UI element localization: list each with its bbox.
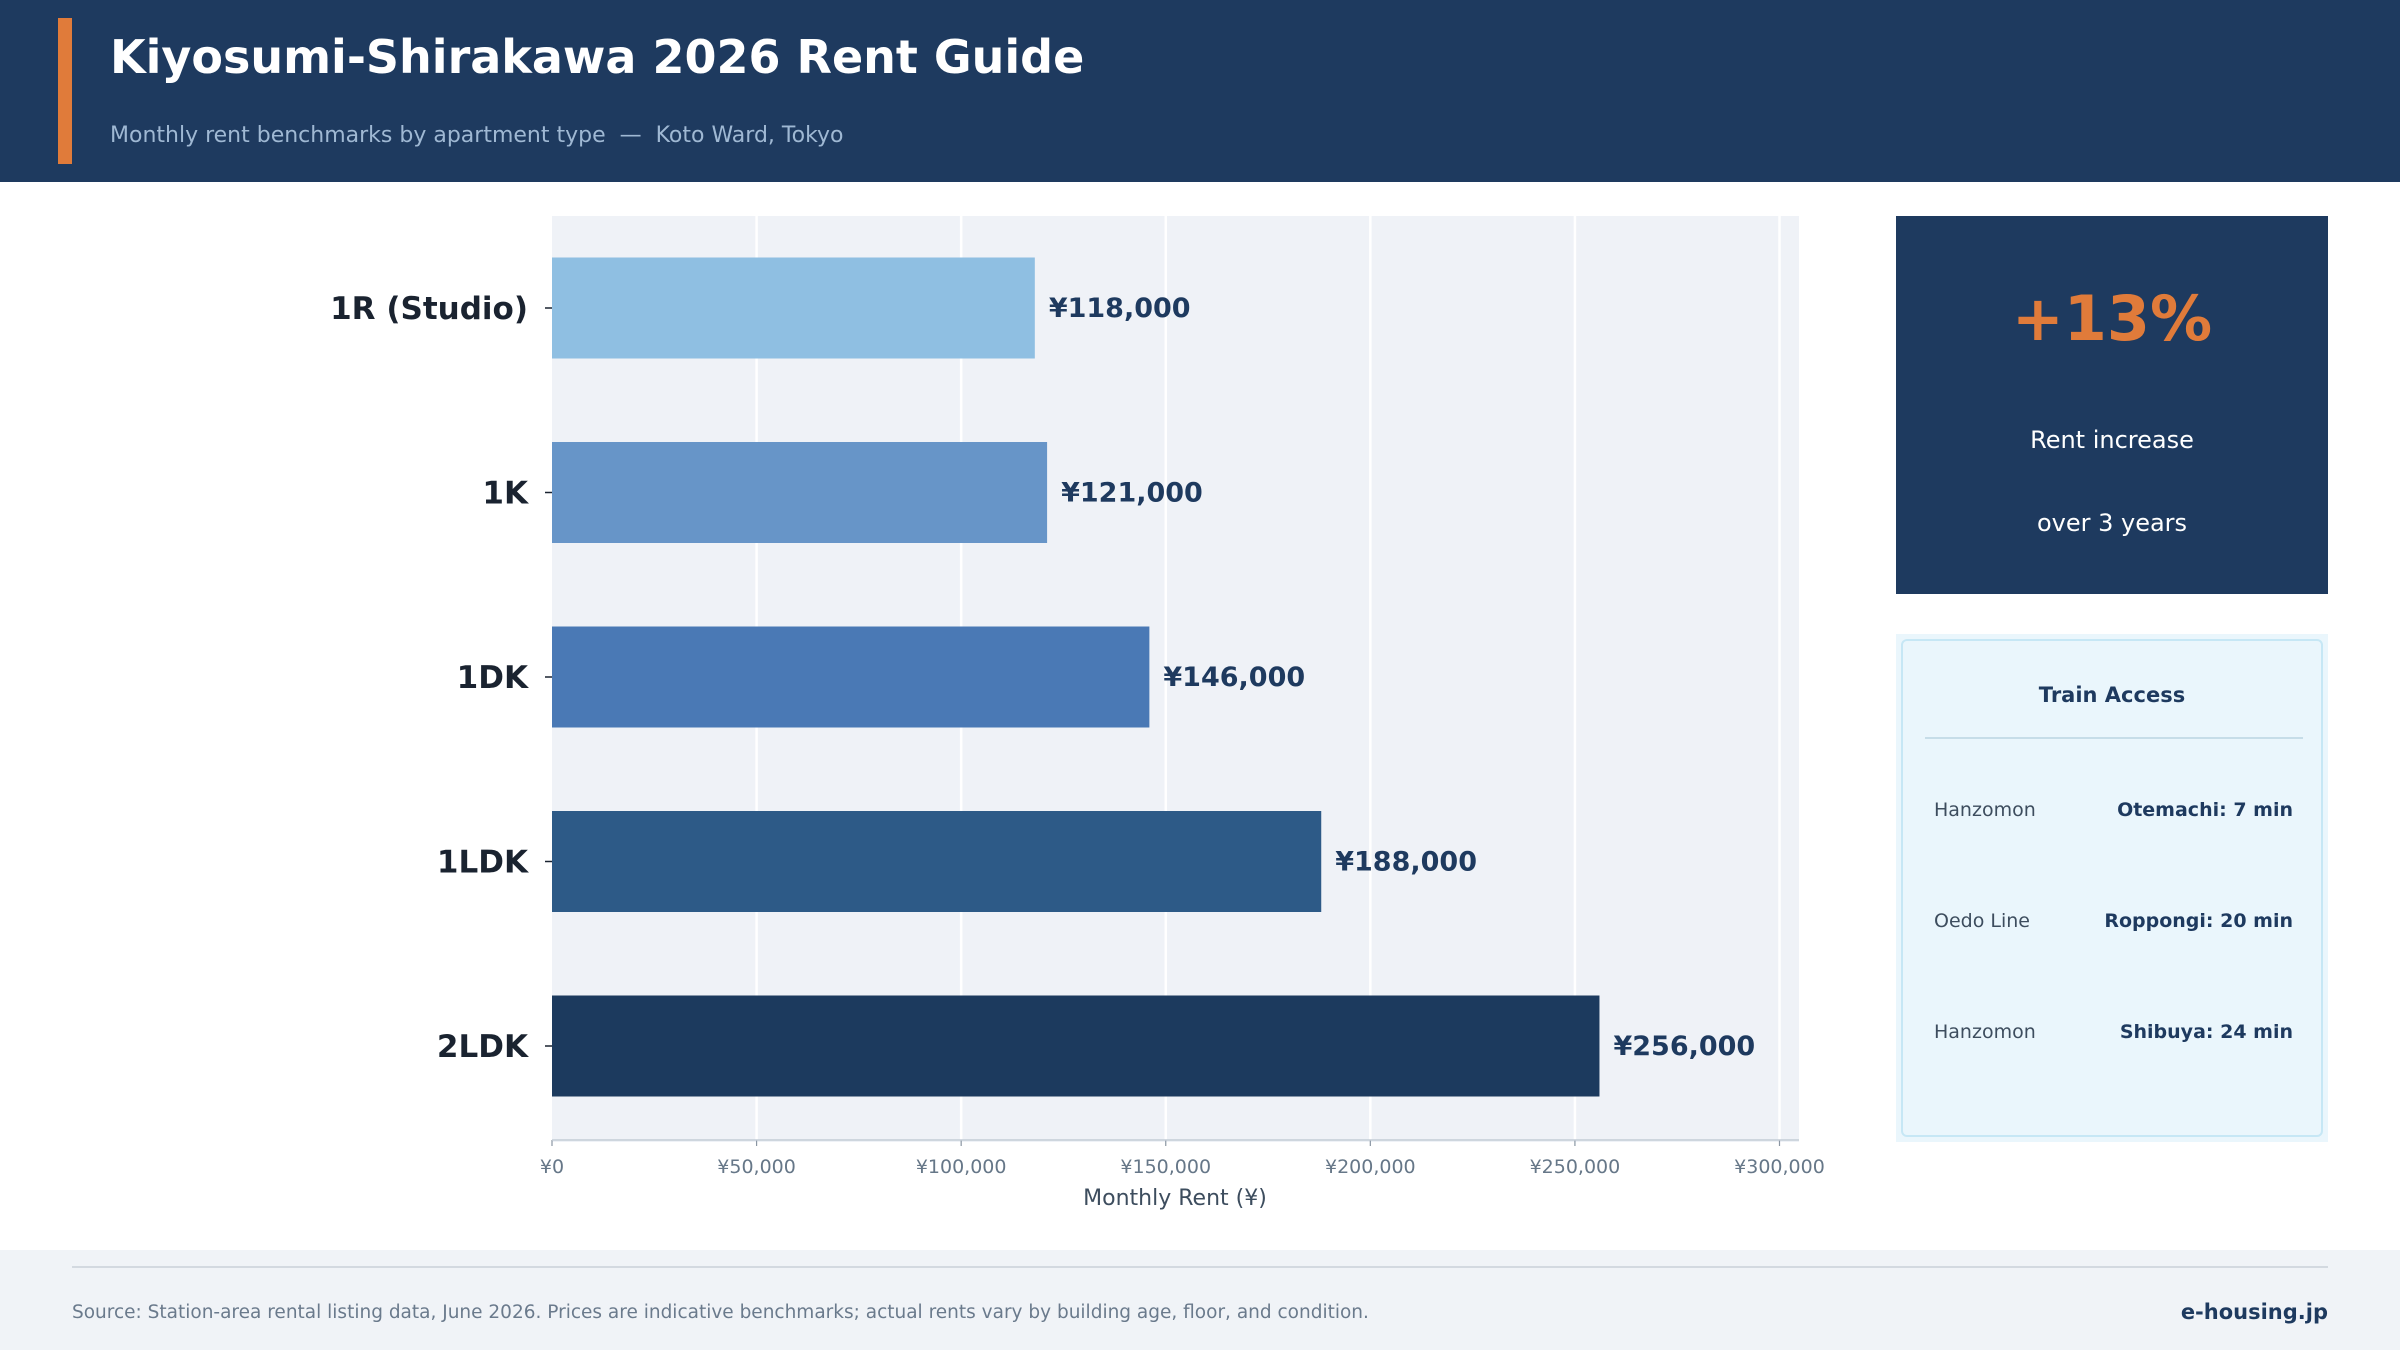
page-subtitle: Monthly rent benchmarks by apartment typ… bbox=[110, 123, 844, 148]
x-tick-label: ¥200,000 bbox=[1325, 1156, 1416, 1178]
train-access-title: Train Access bbox=[2038, 683, 2186, 707]
x-axis-title: Monthly Rent (¥) bbox=[1083, 1186, 1267, 1211]
page-title: Kiyosumi-Shirakawa 2026 Rent Guide bbox=[110, 30, 1085, 84]
train-access-divider bbox=[1925, 737, 2303, 739]
category-label: 2LDK bbox=[437, 1029, 529, 1065]
bar bbox=[552, 626, 1150, 728]
source-note: Source: Station-area rental listing data… bbox=[72, 1302, 1369, 1323]
footer-divider bbox=[72, 1266, 2328, 1268]
x-tick-label: ¥0 bbox=[540, 1156, 564, 1178]
bar bbox=[552, 995, 1600, 1097]
bar bbox=[552, 442, 1048, 543]
header: Kiyosumi-Shirakawa 2026 Rent Guide Month… bbox=[0, 0, 2400, 182]
train-row: Oedo Line Roppongi: 20 min bbox=[1903, 910, 2321, 940]
category-label: 1LDK bbox=[437, 845, 529, 881]
train-line-name: Hanzomon bbox=[1934, 1021, 2036, 1043]
train-row: Hanzomon Shibuya: 24 min bbox=[1903, 1021, 2321, 1051]
train-destination: Shibuya: 24 min bbox=[2119, 1021, 2293, 1043]
value-label: ¥146,000 bbox=[1163, 662, 1305, 693]
train-line-name: Hanzomon bbox=[1934, 799, 2036, 821]
rent-bar-chart-svg: ¥0 ¥50,000 ¥100,000 ¥150,000 ¥200,000 ¥250,00… bbox=[330, 216, 1825, 1211]
category-label: 1R (Studio) bbox=[330, 291, 528, 327]
footer: Source: Station-area rental listing data… bbox=[0, 1250, 2400, 1350]
rent-increase-caption-line2: over 3 years bbox=[2036, 509, 2188, 537]
train-line-name: Oedo Line bbox=[1934, 910, 2030, 932]
x-tick-label: ¥150,000 bbox=[1120, 1156, 1211, 1178]
value-label: ¥256,000 bbox=[1613, 1031, 1755, 1062]
train-access-card: Train Access Hanzomon Otemachi: 7 min Oe… bbox=[1901, 639, 2323, 1137]
train-destination: Roppongi: 20 min bbox=[2104, 910, 2293, 932]
x-tick-label: ¥50,000 bbox=[717, 1156, 796, 1178]
header-accent-bar bbox=[58, 18, 72, 164]
category-label: 1DK bbox=[457, 660, 529, 696]
x-tick-label: ¥300,000 bbox=[1734, 1156, 1825, 1178]
value-label: ¥121,000 bbox=[1061, 478, 1203, 509]
train-row: Hanzomon Otemachi: 7 min bbox=[1903, 799, 2321, 829]
train-access-panel: Train Access Hanzomon Otemachi: 7 min Oe… bbox=[1896, 634, 2328, 1142]
rent-chart: ¥0 ¥50,000 ¥100,000 ¥150,000 ¥200,000 ¥250,00… bbox=[0, 182, 1860, 1252]
value-label: ¥118,000 bbox=[1049, 293, 1191, 324]
rent-increase-value: +13% bbox=[2011, 282, 2213, 355]
bar bbox=[552, 257, 1035, 359]
labels: ¥0 ¥50,000 ¥100,000 ¥150,000 ¥200,000 ¥250,00… bbox=[330, 291, 1825, 1178]
bar bbox=[552, 811, 1322, 912]
category-label: 1K bbox=[482, 476, 529, 512]
train-destination: Otemachi: 7 min bbox=[2117, 799, 2293, 821]
x-tick-label: ¥250,000 bbox=[1530, 1156, 1621, 1178]
rent-increase-card: +13% Rent increase over 3 years bbox=[1896, 216, 2328, 594]
bars bbox=[545, 257, 1600, 1097]
rent-increase-caption-line1: Rent increase bbox=[2030, 426, 2194, 454]
brand-logo-text: e-housing.jp bbox=[2180, 1300, 2328, 1324]
x-tick-label: ¥100,000 bbox=[916, 1156, 1007, 1178]
value-label: ¥188,000 bbox=[1335, 847, 1477, 878]
